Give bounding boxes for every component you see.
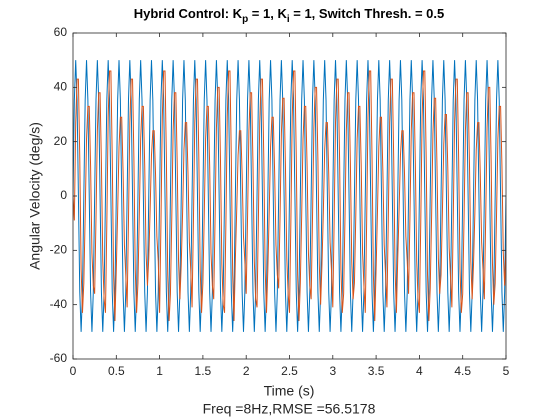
title-part: Hybrid Control: K (134, 6, 243, 21)
title-part: = 1, K (248, 6, 287, 21)
x-tick-label: 1.5 (195, 364, 212, 378)
chart-title: Hybrid Control: Kp = 1, Ki = 1, Switch T… (134, 6, 445, 24)
series-line (73, 70, 506, 321)
x-tick-label: 3.5 (368, 364, 385, 378)
y-tick-label: -40 (50, 297, 68, 311)
y-tick-label: 60 (54, 25, 68, 39)
title-subscript: i (287, 14, 290, 25)
x-tick-label: 2 (243, 364, 250, 378)
title-subscript: p (242, 14, 248, 25)
y-tick-label: 20 (54, 134, 68, 148)
x-tick-label: 4 (416, 364, 423, 378)
y-tick-label: -60 (50, 351, 68, 365)
x-tick-label: 4.5 (454, 364, 471, 378)
x-tick-label: 0 (70, 364, 77, 378)
y-tick-label: 40 (54, 80, 68, 94)
title-part: = 1, Switch Thresh. = 0.5 (290, 6, 445, 21)
annotation: Freq =8Hz,RMSE =56.5178 (203, 401, 376, 417)
x-tick-label: 1 (156, 364, 163, 378)
y-tick-label: -20 (50, 243, 68, 257)
x-axis-label: Time (s) (264, 383, 315, 399)
series-line (73, 60, 506, 332)
x-tick-label: 3 (329, 364, 336, 378)
y-axis-label: Angular Velocity (deg/s) (27, 122, 43, 270)
x-tick-label: 5 (503, 364, 510, 378)
x-tick-label: 0.5 (108, 364, 125, 378)
x-tick-label: 2.5 (281, 364, 298, 378)
y-tick-label: 0 (60, 188, 67, 202)
